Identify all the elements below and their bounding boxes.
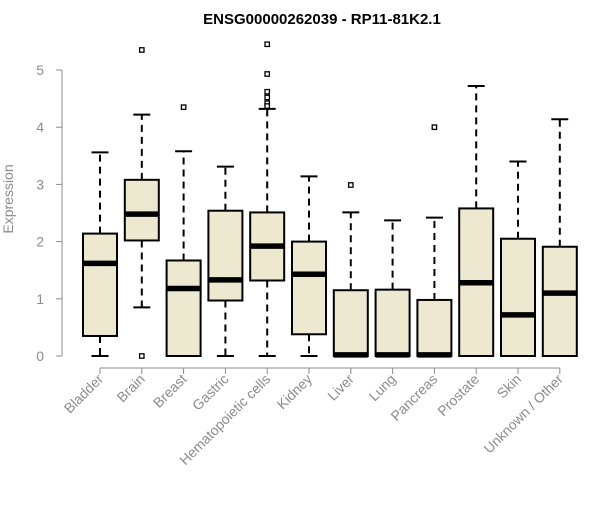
- box-breast: [165, 104, 202, 358]
- x-tick-label: Skin: [494, 371, 525, 402]
- outlier-point: [138, 47, 145, 53]
- box-brain: [123, 47, 160, 359]
- box-gastric: [207, 165, 244, 357]
- x-tick-label: Breast: [150, 371, 190, 411]
- boxes-group: [82, 41, 578, 359]
- y-tick-label: 2: [36, 234, 44, 250]
- outlier-point: [347, 182, 354, 188]
- box-bladder: [82, 151, 118, 357]
- x-tick-label: Lung: [365, 371, 398, 404]
- box-unknown-other: [541, 118, 578, 357]
- iqr-box: [500, 237, 536, 358]
- box-prostate: [458, 85, 495, 357]
- box-pancreas: [416, 124, 453, 358]
- iqr-box: [82, 232, 118, 337]
- box-lung: [374, 219, 411, 358]
- outlier-point: [180, 104, 187, 111]
- box-hematopoietic-cells: [249, 41, 286, 357]
- iqr-box: [207, 209, 244, 302]
- iqr-box: [332, 289, 369, 357]
- box-skin: [500, 160, 536, 358]
- iqr-box: [165, 259, 202, 358]
- outlier-point: [431, 124, 438, 131]
- y-tick-label: 1: [36, 291, 44, 307]
- iqr-box: [541, 245, 578, 357]
- box-kidney: [291, 175, 327, 357]
- iqr-box: [291, 240, 327, 336]
- x-tick-label: Unknown / Other: [480, 371, 566, 457]
- outlier-point: [264, 71, 271, 77]
- box-liver: [332, 182, 369, 358]
- iqr-box: [374, 288, 411, 358]
- y-axis: 0 1 2 3 4 5: [36, 62, 63, 364]
- iqr-box: [416, 298, 453, 357]
- x-tick-label: Kidney: [274, 371, 316, 413]
- y-axis-label: Expression: [0, 164, 16, 233]
- x-tick-label: Bladder: [61, 371, 107, 417]
- y-tick-label: 4: [36, 119, 44, 135]
- outlier-point: [264, 94, 271, 101]
- x-tick-label: Brain: [113, 371, 147, 405]
- outlier-point: [264, 88, 271, 95]
- y-tick-label: 5: [36, 62, 44, 78]
- chart-title: ENSG00000262039 - RP11-81K2.1: [203, 11, 441, 28]
- iqr-box: [123, 178, 160, 242]
- outlier-point: [264, 103, 271, 109]
- outlier-point: [138, 353, 145, 359]
- x-tick-label: Liver: [324, 371, 357, 404]
- y-tick-label: 0: [36, 348, 44, 364]
- outlier-point: [264, 41, 271, 48]
- x-tick-label: Prostate: [434, 371, 482, 419]
- y-tick-label: 3: [36, 176, 44, 192]
